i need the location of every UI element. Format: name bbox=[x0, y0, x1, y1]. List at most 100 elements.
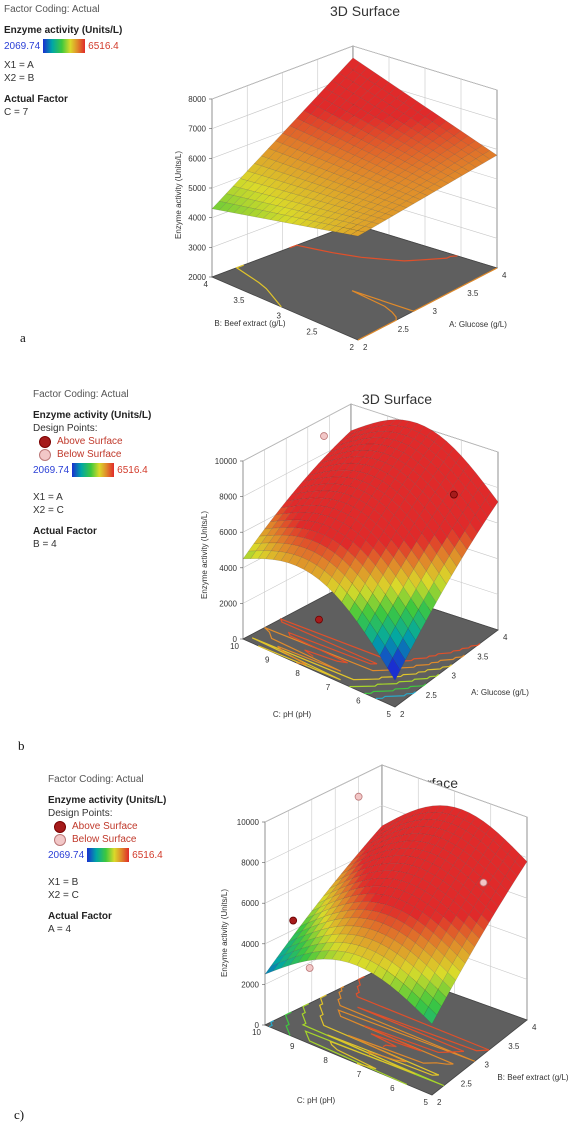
legend-b: Factor Coding: Actual Enzyme activity (U… bbox=[33, 388, 151, 551]
z-tick-label: 3000 bbox=[188, 243, 206, 252]
surface-cell bbox=[360, 123, 376, 134]
surface-cell bbox=[391, 953, 406, 969]
surface-cell bbox=[475, 841, 489, 856]
surface-cell bbox=[450, 816, 465, 828]
panel-label: a bbox=[20, 330, 26, 345]
surface-cell bbox=[323, 950, 338, 960]
surface-cell bbox=[382, 614, 396, 637]
surface-plot-a: 2000 3000 4000 5000 6000 7000 8000 2 2.5 3 3.5 4 2 2.… bbox=[174, 45, 507, 352]
surface-cell bbox=[395, 968, 409, 985]
surface-cell bbox=[324, 527, 339, 540]
surface-cell bbox=[363, 215, 380, 223]
surface-cell bbox=[342, 228, 359, 236]
surface-cell bbox=[356, 856, 370, 868]
surface-cell bbox=[233, 205, 249, 215]
surface-cell bbox=[306, 484, 320, 493]
surface-cell bbox=[357, 565, 371, 584]
contour-line bbox=[349, 673, 440, 688]
surface-cell bbox=[287, 930, 303, 943]
contour-line bbox=[301, 1003, 445, 1087]
x-tick-label: 3 bbox=[433, 307, 438, 316]
surface-cell bbox=[433, 179, 449, 188]
z-tick-label: 4000 bbox=[188, 214, 206, 223]
z-tick-label: 4000 bbox=[219, 564, 237, 573]
y-tick-label: 7 bbox=[357, 1070, 362, 1079]
panel-c: Factor Coding: Actual Enzyme activity (U… bbox=[0, 755, 575, 1128]
surface-cell bbox=[446, 125, 462, 137]
y-tick-label: 9 bbox=[265, 656, 270, 665]
gradient-min: 2069.74 bbox=[4, 40, 41, 52]
surface-cell bbox=[286, 948, 302, 961]
gradient-bar bbox=[87, 848, 130, 862]
surface-cell bbox=[317, 99, 333, 112]
y-tick-label: 3.5 bbox=[233, 296, 245, 305]
surface-cell bbox=[382, 836, 397, 847]
below-surface-marker bbox=[54, 833, 66, 846]
z-axis-label: Enzyme activity (Units/L) bbox=[220, 889, 229, 977]
surface-cell bbox=[373, 501, 387, 517]
surface-cell bbox=[279, 519, 294, 528]
surface-cell bbox=[354, 149, 370, 159]
below-surface-label: Below Surface bbox=[72, 834, 137, 845]
contour-line bbox=[318, 994, 440, 1076]
surface-cell bbox=[412, 806, 427, 817]
surface-cell bbox=[495, 883, 509, 900]
z-axis-label: Enzyme activity (Units/L) bbox=[174, 151, 183, 239]
surface-cell bbox=[410, 101, 426, 113]
x-tick-label: 2 bbox=[400, 710, 405, 719]
surface-cell bbox=[261, 168, 277, 179]
surface-cell bbox=[419, 188, 435, 196]
surface-mesh bbox=[242, 419, 499, 681]
x2-assignment: X2 = C bbox=[33, 505, 64, 516]
surface-cell bbox=[414, 476, 429, 492]
y-tick-label: 9 bbox=[290, 1042, 295, 1051]
gradient-max: 6516.4 bbox=[88, 40, 119, 52]
surface-cell bbox=[396, 910, 410, 924]
surface-cell bbox=[380, 878, 395, 888]
surface-cell bbox=[303, 102, 319, 115]
x-tick-label: 3 bbox=[485, 1061, 490, 1070]
x-tick-label: 2.5 bbox=[461, 1079, 473, 1088]
z-tick-label: 6000 bbox=[188, 154, 206, 163]
surface-cell bbox=[386, 499, 400, 516]
surface-cell bbox=[258, 528, 273, 537]
contour-line bbox=[355, 976, 490, 1054]
gradient-max: 6516.4 bbox=[132, 849, 163, 861]
surface-cell bbox=[450, 462, 464, 479]
legend-above-surface: Above Surface bbox=[54, 820, 166, 833]
y-tick-label: 5 bbox=[387, 710, 392, 719]
surface-cell bbox=[303, 560, 317, 575]
plot-title: 3D Surface bbox=[330, 3, 401, 19]
surface-cell bbox=[404, 165, 420, 174]
surface-cell bbox=[353, 119, 369, 131]
y-tick-label: 6 bbox=[390, 1084, 395, 1093]
z-tick-label: 8000 bbox=[188, 95, 206, 104]
surface-cell bbox=[467, 869, 481, 885]
surface-cell bbox=[377, 452, 392, 464]
contour-line bbox=[375, 691, 416, 700]
surface-cell bbox=[325, 145, 341, 156]
surface-cell bbox=[425, 141, 441, 151]
surface-cell bbox=[402, 628, 416, 651]
surface-cell bbox=[339, 111, 355, 123]
x1-assignment: X1 = B bbox=[48, 877, 79, 888]
surface-cell bbox=[311, 148, 327, 159]
surface-cell bbox=[458, 819, 472, 832]
surface-cell bbox=[505, 868, 518, 885]
legend-a: Factor Coding: Actual Enzyme activity (U… bbox=[4, 3, 122, 119]
surface-cell bbox=[299, 914, 315, 927]
surface-cell bbox=[403, 883, 418, 896]
surface-cell bbox=[263, 542, 277, 552]
z-tick-label: 0 bbox=[233, 635, 238, 644]
z-tick-label: 0 bbox=[255, 1021, 260, 1030]
design-point-below bbox=[305, 964, 314, 972]
plot-title: 3D Surface bbox=[362, 391, 433, 407]
surface-cell bbox=[403, 445, 417, 458]
surface-cell bbox=[490, 891, 504, 908]
x-tick-label: 4 bbox=[532, 1023, 537, 1032]
surface-cell bbox=[462, 877, 477, 893]
surface-cell bbox=[348, 880, 364, 892]
z-tick-label: 10000 bbox=[215, 457, 238, 466]
surface-cell bbox=[357, 860, 373, 872]
surface-cell bbox=[304, 529, 318, 541]
